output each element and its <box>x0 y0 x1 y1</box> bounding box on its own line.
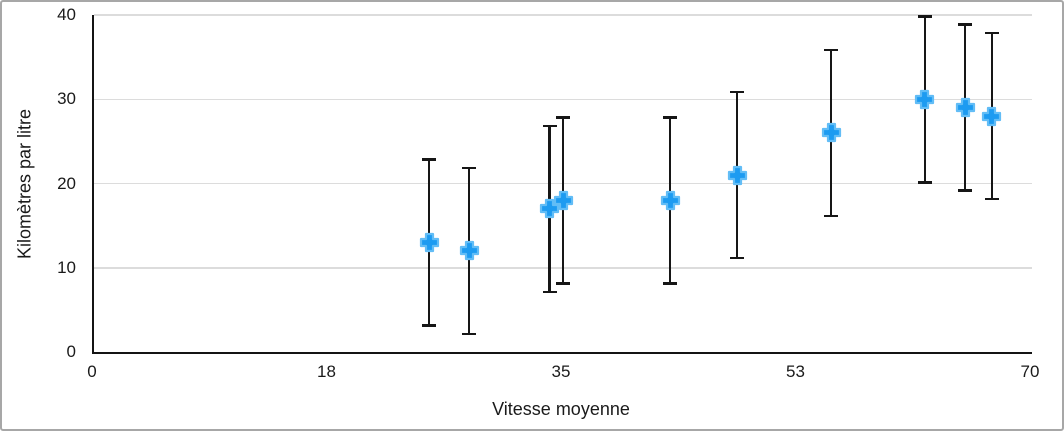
data-point-marker[interactable] <box>955 97 976 118</box>
x-tick-label: 0 <box>87 362 97 381</box>
error-bar-cap-bottom <box>422 324 436 327</box>
error-bar-cap-top <box>462 166 477 170</box>
error-bar-cap-bottom <box>542 290 557 294</box>
gridline <box>94 98 1032 100</box>
y-tick-label: 40 <box>57 5 76 24</box>
x-tick-label: 53 <box>786 362 805 381</box>
error-bar-cap-bottom <box>917 181 932 184</box>
gridline <box>94 14 1032 16</box>
y-tick-label: 10 <box>57 257 76 277</box>
error-bar-cap-bottom <box>824 214 838 218</box>
error-bar-cap-top <box>542 124 557 128</box>
y-tick-label: 30 <box>57 89 76 109</box>
error-bar-cap-bottom <box>958 189 972 192</box>
data-point-marker[interactable] <box>914 89 935 110</box>
data-point-marker[interactable] <box>553 190 574 211</box>
x-tick-label: 18 <box>317 362 336 381</box>
data-point-marker[interactable] <box>660 190 681 211</box>
x-tick-label: 35 <box>551 362 571 381</box>
data-point-marker[interactable] <box>419 232 440 253</box>
error-bar-cap-bottom <box>556 282 570 285</box>
plot-area <box>92 14 1032 354</box>
error-bar-cap-bottom <box>663 282 678 285</box>
data-point-marker[interactable] <box>821 122 842 143</box>
error-bar-cap-top <box>984 31 999 35</box>
error-bar-cap-top <box>917 15 932 18</box>
x-tick-label: 70 <box>1020 362 1040 381</box>
error-bar-cap-bottom <box>462 332 477 336</box>
error-bar-cap-bottom <box>730 256 745 260</box>
y-tick-label: 20 <box>57 173 76 193</box>
error-bar-cap-top <box>422 158 436 161</box>
data-point-marker[interactable] <box>539 198 560 219</box>
data-point-marker[interactable] <box>727 165 748 186</box>
error-bar-cap-bottom <box>984 197 999 201</box>
y-tick-label: 0 <box>66 342 76 361</box>
x-axis-title: Vitesse moyenne <box>492 399 630 419</box>
error-bar-cap-top <box>824 48 838 52</box>
data-point-marker[interactable] <box>981 106 1002 127</box>
error-bar-cap-top <box>958 23 972 26</box>
error-bar-cap-top <box>663 116 678 119</box>
error-bar-cap-top <box>556 116 570 119</box>
error-bar-cap-top <box>730 90 745 94</box>
data-point-marker[interactable] <box>459 240 480 261</box>
